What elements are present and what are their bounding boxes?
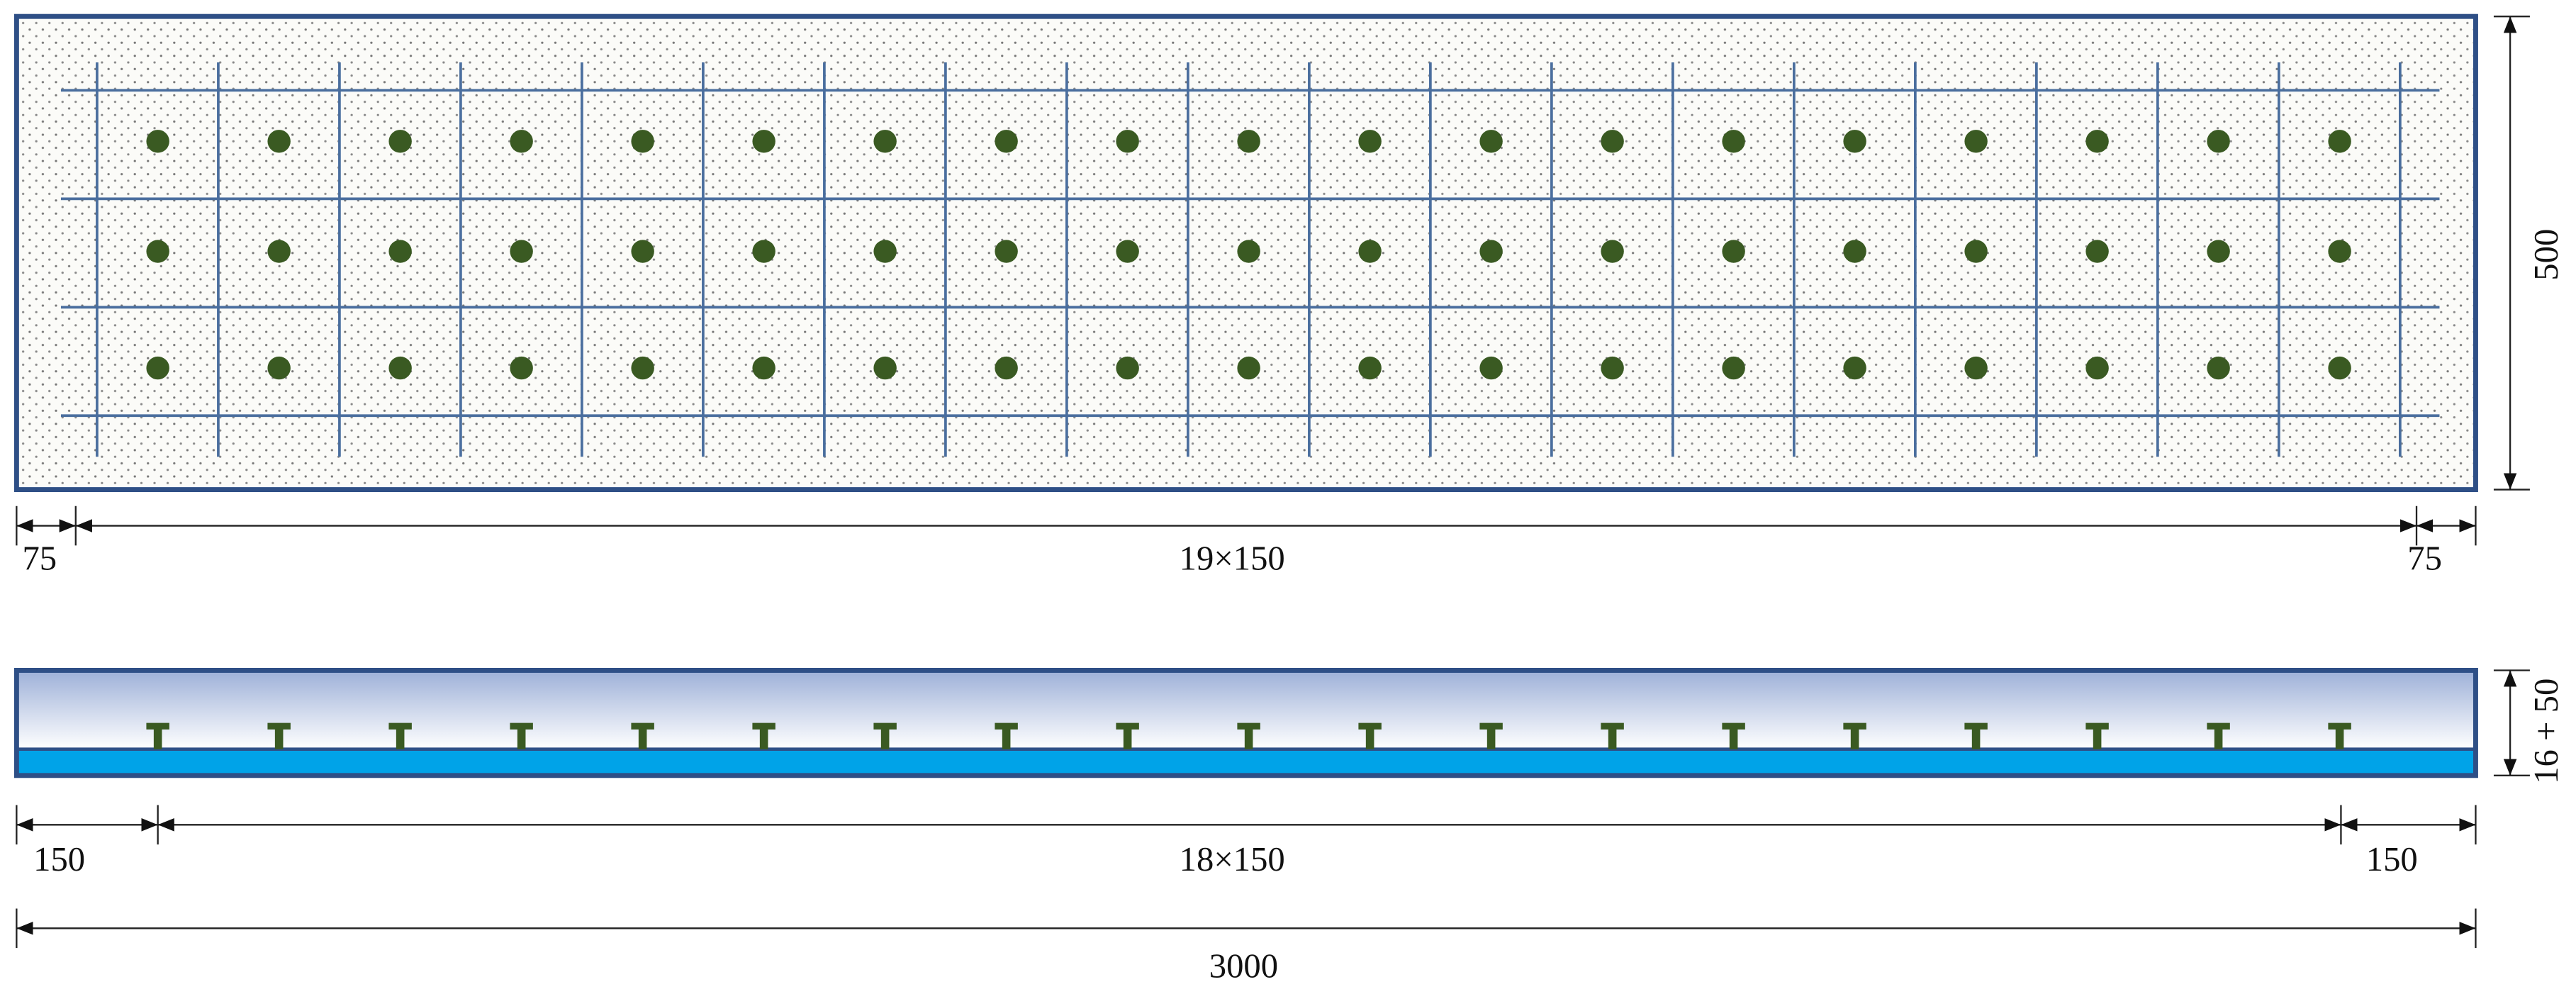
stud	[1722, 356, 1745, 380]
stud	[1843, 130, 1866, 153]
stud	[2328, 130, 2351, 153]
dimensions: 75 19×150 75 500 150 18×150 150 16 + 50 …	[16, 16, 2565, 985]
stud-section	[267, 722, 291, 749]
stud	[1358, 240, 1382, 263]
dim-label: 75	[22, 540, 57, 578]
stud	[146, 356, 169, 380]
stud	[267, 240, 291, 263]
stud-section	[146, 722, 169, 749]
stud	[995, 356, 1018, 380]
stud	[1843, 240, 1866, 263]
stud	[1722, 130, 1745, 153]
section-view	[13, 668, 2478, 778]
stud	[631, 240, 654, 263]
stud	[631, 130, 654, 153]
stud	[1116, 240, 1139, 263]
stud	[1116, 356, 1139, 380]
stud	[267, 356, 291, 380]
stud	[995, 240, 1018, 263]
stud	[146, 130, 169, 153]
stud	[2085, 240, 2109, 263]
stud-section	[752, 722, 775, 749]
stud-section	[1843, 722, 1866, 749]
stud	[388, 240, 412, 263]
plan-view	[13, 13, 2478, 493]
stud-section	[995, 722, 1018, 749]
stud	[146, 240, 169, 263]
stud	[1479, 130, 1503, 153]
stud	[388, 356, 412, 380]
stud	[2328, 240, 2351, 263]
stud	[1358, 356, 1382, 380]
stud-section	[1601, 722, 1624, 749]
stud-section	[1358, 722, 1382, 749]
dim-label: 18×150	[1180, 840, 1285, 878]
stud-section	[1479, 722, 1503, 749]
dim-label: 3000	[1209, 946, 1278, 985]
stud	[2207, 240, 2230, 263]
stud-section	[510, 722, 533, 749]
stud-section	[1964, 722, 1988, 749]
stud	[1601, 240, 1624, 263]
stud	[1843, 356, 1866, 380]
stud	[1722, 240, 1745, 263]
stud	[1479, 356, 1503, 380]
stud	[2207, 130, 2230, 153]
stud-section	[631, 722, 654, 749]
dim-label: 75	[2407, 540, 2442, 578]
steel-plate	[16, 749, 2476, 776]
dim-label: 19×150	[1180, 540, 1285, 578]
dim-label: 150	[2366, 840, 2418, 878]
stud	[1237, 240, 1260, 263]
stud	[267, 130, 291, 153]
stud	[2085, 356, 2109, 380]
stud-section	[388, 722, 412, 749]
stud	[1964, 356, 1988, 380]
stud-section	[2207, 722, 2230, 749]
stud	[752, 240, 775, 263]
stud	[752, 356, 775, 380]
stud	[510, 130, 533, 153]
dim-label: 150	[33, 840, 85, 878]
stud	[752, 130, 775, 153]
stud	[1237, 356, 1260, 380]
stud	[1964, 130, 1988, 153]
stud	[2207, 356, 2230, 380]
stud-section	[1116, 722, 1139, 749]
stud	[2328, 356, 2351, 380]
stud	[2085, 130, 2109, 153]
stud-section	[1722, 722, 1745, 749]
section-outline	[13, 668, 2478, 778]
stud	[510, 356, 533, 380]
stud-section	[873, 722, 897, 749]
stud	[1601, 130, 1624, 153]
stud	[510, 240, 533, 263]
stud	[1964, 240, 1988, 263]
stud	[873, 356, 897, 380]
stud-section	[1237, 722, 1260, 749]
stud	[1358, 130, 1382, 153]
stud	[388, 130, 412, 153]
dim-label: 500	[2527, 229, 2565, 281]
stud-section	[2085, 722, 2109, 749]
stud	[631, 356, 654, 380]
stud	[1237, 130, 1260, 153]
dim-label: 16 + 50	[2527, 679, 2565, 784]
stud	[1116, 130, 1139, 153]
stud	[995, 130, 1018, 153]
stud	[873, 240, 897, 263]
stud-section	[2328, 722, 2351, 749]
stud	[1601, 356, 1624, 380]
stud	[873, 130, 897, 153]
stud	[1479, 240, 1503, 263]
